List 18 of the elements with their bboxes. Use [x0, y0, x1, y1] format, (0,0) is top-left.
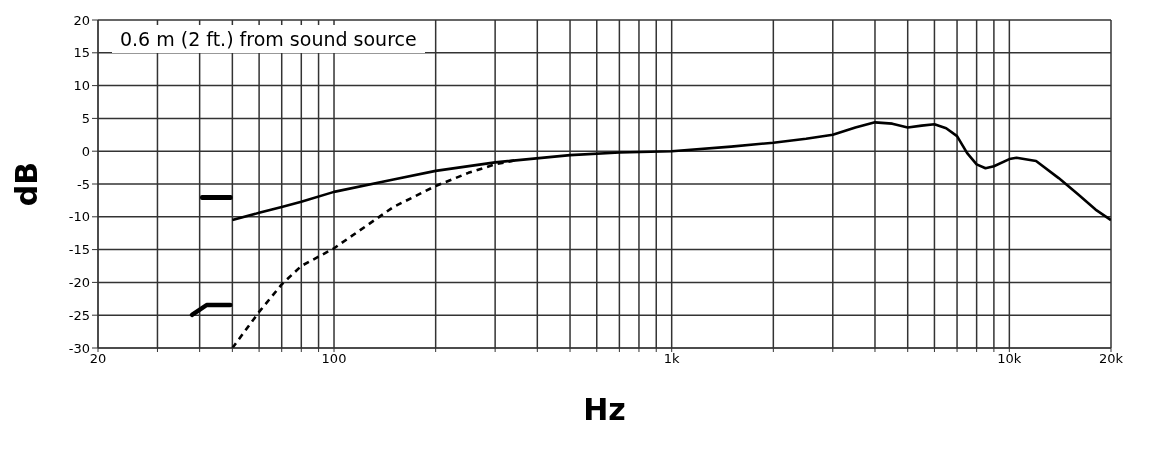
y-tick-label: 10 [73, 78, 90, 94]
x-tick-label: 20k [1098, 351, 1124, 367]
x-tick-label: 10k [997, 351, 1022, 367]
y-tick-label: 20 [73, 12, 90, 28]
x-tick-label: 1k [663, 351, 681, 367]
y-tick-label: -30 [68, 340, 90, 356]
x-tick-label: 100 [321, 351, 347, 367]
y-axis-title: dB [8, 161, 44, 207]
y-tick-label: -15 [68, 242, 90, 258]
annotation: 0.6 m (2 ft.) from sound source [111, 24, 425, 53]
y-tick-label: 15 [73, 45, 90, 61]
y-tick-label: -10 [68, 209, 90, 225]
x-axis-title: Hz [583, 392, 626, 427]
y-tick-label: -25 [68, 307, 90, 323]
y-tick-label: 5 [81, 111, 90, 127]
y-tick-label: -20 [68, 275, 90, 291]
y-tick-label: 0 [81, 143, 90, 159]
y-tick-label: -5 [77, 176, 90, 192]
